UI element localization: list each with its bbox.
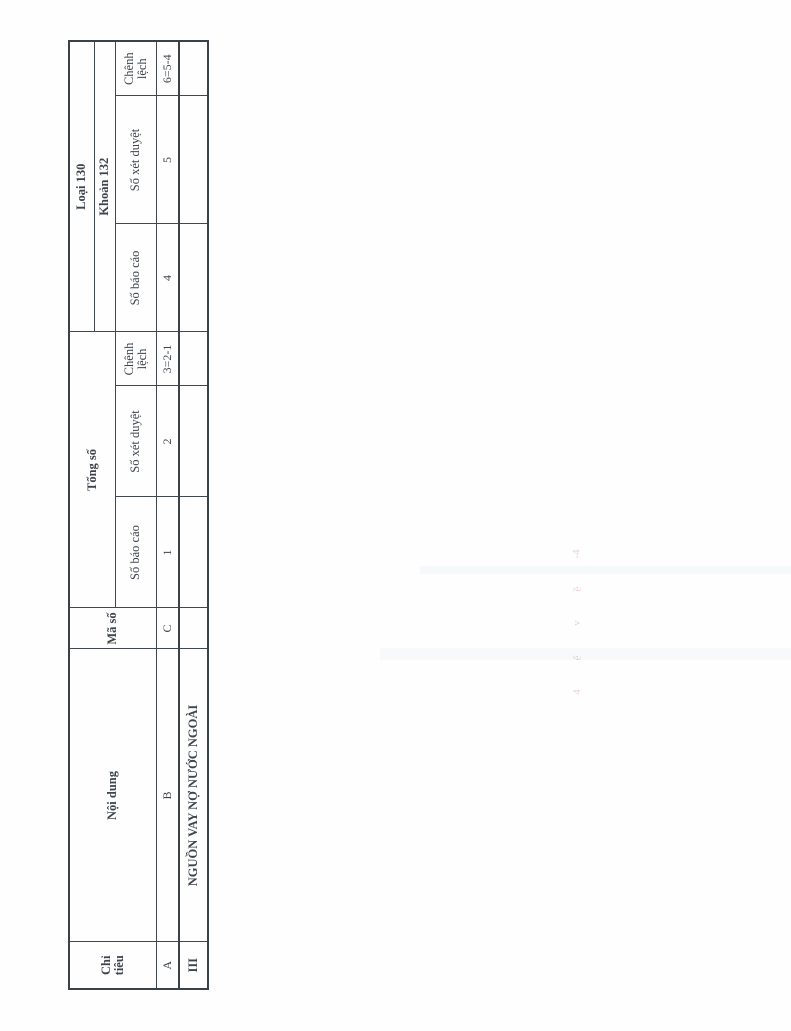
- report-table: Chỉ tiêu Nội dung Mã số Tổng số Loại 130…: [68, 39, 209, 990]
- code-cell-a: A: [156, 942, 179, 989]
- row-label: NGUỒN VAY NỢ NƯỚC NGOÀI: [179, 649, 208, 942]
- red-mark: ế: [570, 655, 583, 660]
- row-value-ma-so: [179, 608, 208, 649]
- row-value-4: [179, 223, 208, 332]
- header-chi-tieu: Chỉ tiêu: [69, 942, 157, 989]
- header-khoan-132: Khoản 132: [94, 40, 116, 332]
- code-cell-c: C: [156, 608, 179, 649]
- header-tong-so: Tổng số: [69, 331, 116, 608]
- row-value-3: [179, 331, 208, 386]
- row-value-6: [179, 40, 208, 96]
- red-mark: 4: [571, 689, 583, 695]
- rotated-table-container: Chỉ tiêu Nội dung Mã số Tổng số Loại 130…: [68, 39, 209, 990]
- subheader-chenh-lech-total: Chênh lệch: [115, 331, 157, 386]
- row-value-5: [179, 95, 208, 224]
- row-value-2: [179, 386, 208, 497]
- code-cell-5: 5: [156, 95, 179, 224]
- red-mark: ề: [570, 586, 583, 591]
- subheader-so-bao-cao-loai: Số báo cáo: [115, 223, 157, 332]
- subheader-so-xet-duyet-total: Số xét duyệt: [115, 386, 157, 497]
- row-value-1: [179, 497, 208, 608]
- code-cell-6: 6=5-4: [156, 40, 179, 96]
- subheader-so-xet-duyet-loai: Số xét duyệt: [115, 95, 157, 224]
- subheader-chenh-lech-loai: Chênh lệch: [115, 40, 157, 96]
- header-noi-dung: Nội dung: [69, 649, 157, 942]
- row-code: III: [179, 942, 208, 989]
- header-loai-130: Loại 130: [69, 40, 95, 332]
- red-mark: v: [571, 620, 583, 626]
- scan-streak: [420, 566, 791, 574]
- code-cell-b: B: [156, 649, 179, 942]
- red-mark: -4: [570, 549, 583, 559]
- code-cell-1: 1: [156, 497, 179, 608]
- code-cell-2: 2: [156, 386, 179, 497]
- code-cell-4: 4: [156, 223, 179, 332]
- red-pen-bleed-marks: -4 ề v ế 4: [566, 548, 588, 698]
- table-row: III NGUỒN VAY NỢ NƯỚC NGOÀI: [179, 40, 208, 989]
- code-cell-3: 3=2-1: [156, 331, 179, 386]
- subheader-so-bao-cao-total: Số báo cáo: [115, 497, 157, 608]
- header-ma-so: Mã số: [69, 608, 157, 649]
